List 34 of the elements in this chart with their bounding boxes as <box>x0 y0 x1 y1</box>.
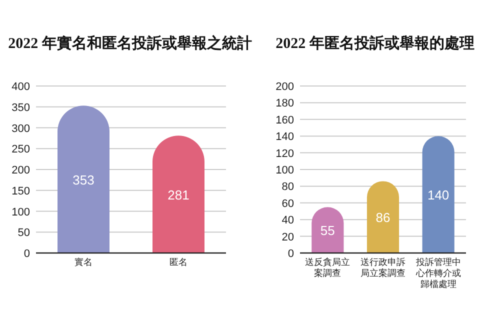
x-tick-label: 送行政申訴局立案調查 <box>360 257 406 278</box>
x-tick-label: 匿名 <box>170 257 188 267</box>
y-tick-label: 140 <box>276 131 294 144</box>
x-tick-label: 送反貪局立案調查 <box>305 257 350 278</box>
chart-title: 2022 年實名和匿名投訴或舉報之統計 <box>8 34 252 52</box>
bar <box>422 136 454 253</box>
data-label: 281 <box>168 187 190 202</box>
y-tick-label: 180 <box>276 98 294 110</box>
y-tick-label: 400 <box>12 81 30 93</box>
data-label: 353 <box>72 172 94 188</box>
y-tick-label: 20 <box>282 231 294 244</box>
y-tick-label: 150 <box>12 185 30 198</box>
x-tick-label: 投訴管理中心作轉介或歸檔處理 <box>414 257 461 289</box>
y-tick-label: 0 <box>288 248 294 260</box>
y-tick-label: 200 <box>276 81 294 93</box>
y-tick-label: 200 <box>12 164 30 176</box>
y-tick-label: 60 <box>282 198 294 210</box>
chart-title: 2022 年匿名投訴或舉報的處理 <box>276 34 474 52</box>
y-tick-label: 40 <box>282 214 294 227</box>
x-tick-label: 實名 <box>74 257 92 267</box>
y-tick-label: 300 <box>12 122 30 135</box>
y-tick-label: 80 <box>282 181 294 194</box>
y-tick-label: 0 <box>24 248 30 260</box>
bar <box>366 181 400 253</box>
data-label: 140 <box>427 188 450 203</box>
data-label: 55 <box>320 223 335 238</box>
y-tick-label: 350 <box>12 102 30 114</box>
y-tick-label: 120 <box>276 148 294 160</box>
y-tick-label: 100 <box>12 206 30 218</box>
data-label: 86 <box>376 210 390 226</box>
y-tick-label: 250 <box>12 144 30 156</box>
y-tick-label: 160 <box>276 114 294 126</box>
y-tick-label: 100 <box>276 164 294 176</box>
y-tick-label: 50 <box>18 227 30 240</box>
